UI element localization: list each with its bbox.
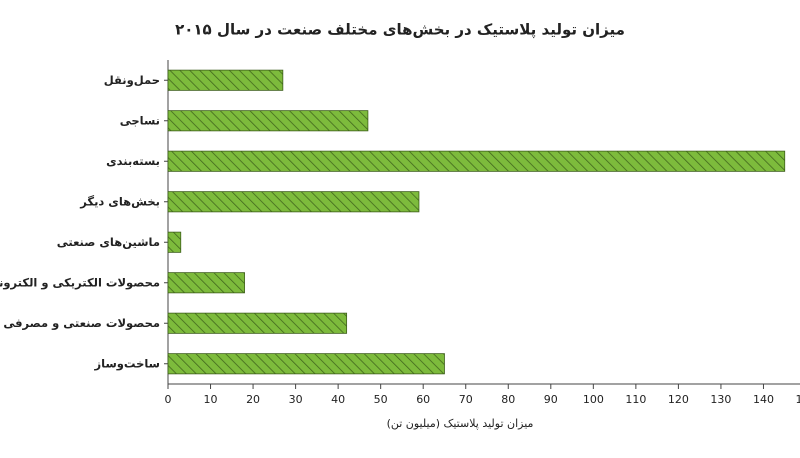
- x-tick-label: 140: [753, 393, 774, 406]
- x-tick-label: 30: [289, 393, 303, 406]
- x-tick-label: 130: [710, 393, 731, 406]
- y-tick-label: نساجی: [120, 113, 160, 127]
- x-tick-label: 110: [625, 393, 646, 406]
- bar-hatch: [167, 272, 245, 294]
- y-tick-label: بسته‌بندی: [106, 154, 160, 168]
- x-tick-label: 150: [796, 393, 800, 406]
- chart-title: میزان تولید پلاستیک در بخش‌های مختلف صنع…: [175, 21, 625, 40]
- y-tick-label: محصولات صنعتی و مصرفی: [3, 316, 160, 331]
- x-tick-label: 10: [204, 393, 218, 406]
- bar-hatch: [167, 191, 420, 213]
- x-tick-label: 60: [416, 393, 430, 406]
- bar-hatch: [167, 110, 369, 132]
- bar-hatch: [167, 150, 786, 172]
- bar-hatch: [167, 231, 182, 253]
- x-tick-label: 90: [544, 393, 558, 406]
- x-tick-label: 120: [668, 393, 689, 406]
- x-axis-label: میزان تولید پلاستیک (میلیون تن): [387, 417, 534, 430]
- x-tick-label: 20: [246, 393, 260, 406]
- y-tick-label: بخش‌های دیگر: [79, 194, 160, 208]
- bar-hatch: [167, 312, 348, 334]
- x-tick-label: 100: [583, 393, 604, 406]
- x-tick-label: 0: [165, 393, 172, 406]
- y-tick-label: ماشین‌های صنعتی: [57, 235, 160, 249]
- x-tick-label: 70: [459, 393, 473, 406]
- x-tick-label: 40: [331, 393, 345, 406]
- bar-hatch: [167, 69, 284, 91]
- x-tick-label: 80: [501, 393, 515, 406]
- bar-hatch: [167, 353, 445, 375]
- y-tick-label: ساخت‌وساز: [94, 356, 161, 371]
- y-tick-label: محصولات الکتریکی و الکترونیکی: [0, 275, 160, 290]
- y-tick-label: حمل‌ونقل: [104, 73, 160, 88]
- x-tick-label: 50: [374, 393, 388, 406]
